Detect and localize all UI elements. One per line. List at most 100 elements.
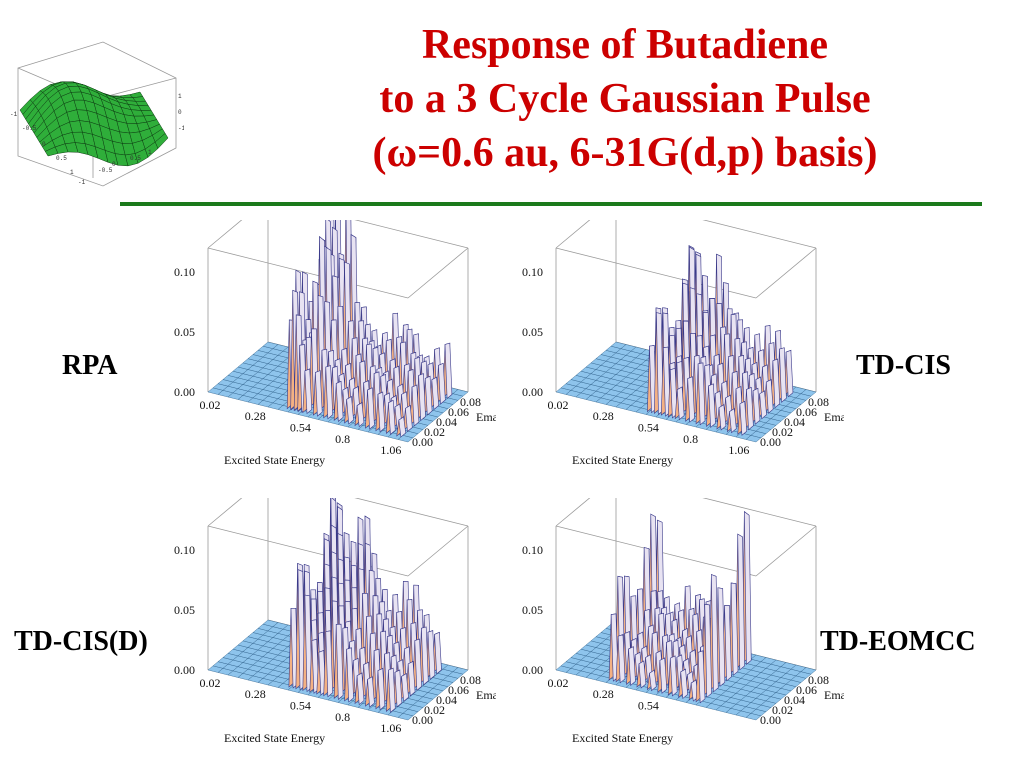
x-tick-label: 0.54: [290, 698, 311, 712]
x-tick-label: 0.54: [638, 420, 659, 434]
peak-face: [746, 387, 754, 431]
peak-face: [407, 660, 416, 697]
logo-tick: 0.5: [56, 155, 67, 162]
peak-face: [737, 533, 745, 671]
chart-panel-td-eomcc: 0.10 0.05 0.00 0.02 0.28 0.54 0.08 0.06 0.04 0.02…: [514, 498, 844, 768]
y-tick-labels: 0.080.060.040.020.00: [760, 673, 829, 727]
peak-face: [335, 623, 344, 700]
y-tick-label: 0.00: [760, 713, 781, 727]
y-axis-title: Emax: [824, 410, 844, 424]
peak-face: [394, 669, 403, 708]
z-tick-label: 0.10: [522, 543, 543, 557]
x-tick-label: 0.28: [245, 687, 266, 701]
peak-face: [739, 400, 748, 436]
y-tick-label: 0.06: [796, 405, 817, 419]
logo-tick: 1: [70, 169, 74, 176]
peak-face: [377, 668, 386, 711]
peak-face: [418, 373, 426, 422]
peak-face: [315, 370, 323, 417]
y-tick-label: 0.04: [436, 415, 457, 429]
peak-face: [401, 673, 409, 702]
peak-face: [398, 416, 407, 438]
logo-tick: -1: [178, 125, 184, 132]
peak-face: [388, 399, 396, 435]
peak-face: [759, 390, 767, 420]
title-divider: [120, 202, 982, 206]
peak-face: [421, 626, 429, 686]
peak-face: [325, 630, 333, 698]
logo-ticks: -1 -0.5 0 0.5 1 1 0.5 0 -0.5 -1 1 0 -1: [10, 93, 184, 186]
z-tick-label: 0.05: [174, 325, 195, 339]
chart-panel-td-cis: 0.10 0.05 0.00 0.02 0.28 0.54 0.8 1.06 0.08 0.06 0…: [514, 220, 844, 490]
peak-face: [704, 603, 712, 698]
peak-face: [367, 676, 375, 708]
peak-face: [687, 376, 695, 423]
y-tick-label: 0.08: [460, 395, 481, 409]
x-tick-label: 0.28: [593, 409, 614, 423]
x-tick-label: 0.28: [245, 409, 266, 423]
peak-face: [438, 362, 446, 405]
y-axis-title: Emax: [476, 688, 496, 702]
chart-peaks: [647, 245, 794, 436]
y-tick-label: 0.02: [772, 425, 793, 439]
peak-face: [730, 582, 739, 676]
logo-tick: 1: [148, 149, 152, 156]
logo-tick: 0: [42, 141, 46, 148]
z-tick-label: 0.10: [174, 543, 195, 557]
floor-cell: [800, 667, 817, 675]
x-tick-label: 0.02: [547, 398, 568, 412]
x-tick-label: 0.54: [638, 698, 659, 712]
peak-face: [697, 650, 706, 704]
peak-face: [377, 391, 386, 433]
method-label-td-eomcc: TD-EOMCC: [820, 626, 976, 657]
logo-tick: 0: [112, 161, 116, 168]
peak-face: [427, 630, 436, 680]
logo-tick: -0.5: [98, 167, 113, 174]
x-axis-title: Excited State Energy: [572, 731, 673, 745]
x-tick-label: 0.8: [335, 432, 350, 446]
peak-face: [304, 368, 313, 415]
y-axis-title: Emax: [476, 410, 496, 424]
peak-face: [708, 383, 716, 429]
chart-panel-td-cisd: 0.10 0.05 0.00 0.02 0.28 0.54 0.8 1.06 0.08 0.06 0…: [166, 498, 496, 768]
method-label-td-cisd: TD-CIS(D): [14, 626, 148, 657]
y-tick-label: 0.02: [424, 425, 445, 439]
method-label-rpa: RPA: [62, 350, 118, 381]
peak-face: [388, 667, 396, 713]
peak-face: [765, 379, 774, 414]
y-tick-label: 0.06: [448, 683, 469, 697]
peak-face: [744, 511, 752, 665]
peak-face: [444, 342, 453, 400]
peak-face: [346, 396, 354, 425]
x-tick-label: 1.06: [380, 443, 401, 457]
z-tick-labels: 0.10 0.05 0.00: [174, 265, 195, 399]
title-line-1: Response of Butadiene: [421, 22, 829, 68]
y-tick-label: 0.00: [412, 713, 433, 727]
peak-face: [680, 668, 688, 700]
x-tick-label: 0.02: [199, 676, 220, 690]
peak-face: [717, 587, 726, 687]
y-tick-label: 0.04: [436, 693, 457, 707]
peak-face: [434, 631, 442, 675]
peak-face: [346, 647, 354, 703]
y-tick-label: 0.04: [784, 415, 805, 429]
peak-face: [405, 405, 413, 433]
x-tick-labels: 0.02 0.28 0.54 0.8 1.06: [547, 398, 749, 457]
z-tick-label: 0.05: [174, 603, 195, 617]
peak-face: [414, 638, 422, 691]
peak-face: [772, 358, 781, 409]
x-tick-label: 0.28: [593, 687, 614, 701]
x-axis-title: Excited State Energy: [224, 453, 325, 467]
logo-surface: [19, 81, 169, 167]
logo-tick: 1: [178, 93, 182, 100]
y-tick-labels: 0.080.060.040.020.00: [412, 673, 481, 727]
logo-tick: -0.5: [22, 125, 37, 132]
z-tick-label: 0.05: [522, 603, 543, 617]
x-tick-label: 0.8: [335, 710, 350, 724]
slide-title: Response of Butadiene to a 3 Cycle Gauss…: [270, 18, 980, 180]
peak-face: [335, 380, 344, 422]
floor-cell: [452, 667, 469, 675]
x-tick-label: 0.02: [199, 398, 220, 412]
peak-face: [779, 347, 787, 403]
peak-face: [325, 365, 333, 420]
